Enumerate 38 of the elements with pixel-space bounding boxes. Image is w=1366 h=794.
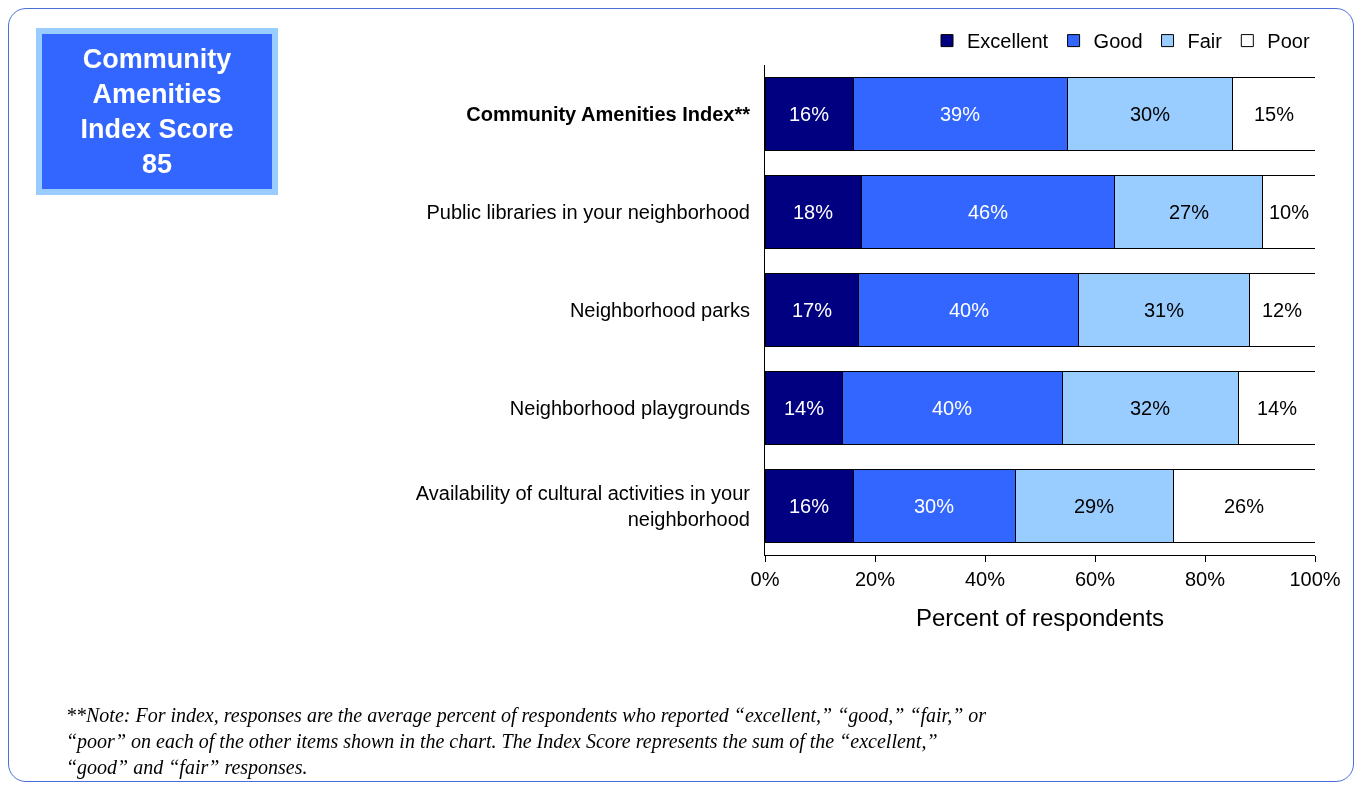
y-tick-label: Neighborhood parks [569, 299, 750, 321]
y-tick-label: Neighborhood playgrounds [509, 397, 750, 419]
legend-label: Fair [1187, 30, 1223, 53]
data-label: 26% [1224, 495, 1265, 517]
data-label: 39% [940, 103, 981, 125]
text: **Note: For index, responses are the average percent of respondents who reported “excellent,” “good,” “fair,” or “poor” on each of the other items shown in the chart. The Index Score represents the sum of the “excellent,” “good” and “fair” responses. [66, 704, 987, 779]
y-tick-label: Community Amenities Index** [466, 103, 751, 125]
data-label: 40% [932, 397, 973, 419]
data-label: 15% [1254, 103, 1295, 125]
data-label: 30% [1130, 103, 1171, 125]
data-label: 14% [784, 397, 825, 419]
x-tick-label: 80% [1184, 568, 1226, 590]
data-label: 10% [1269, 201, 1310, 223]
x-tick-label: 60% [1074, 568, 1116, 590]
legend-label: Poor [1267, 30, 1310, 53]
data-label: 27% [1169, 201, 1210, 223]
data-label: 46% [968, 201, 1009, 223]
data-label: 29% [1074, 495, 1115, 517]
data-label: 12% [1262, 299, 1303, 321]
x-tick-label: 20% [854, 568, 896, 590]
x-axis-title: Percent of respondents [915, 604, 1165, 632]
data-label: 30% [914, 495, 955, 517]
data-label: 14% [1257, 397, 1298, 419]
data-label: 32% [1130, 397, 1171, 419]
legend-label: Excellent [967, 30, 1049, 53]
x-tick-label: 40% [964, 568, 1006, 590]
data-label: 31% [1144, 299, 1185, 321]
x-tick-label: 0% [750, 568, 780, 590]
y-tick-label: Public libraries in your neighborhood [426, 201, 750, 223]
data-label: 16% [789, 495, 830, 517]
x-tick-label: 100% [1289, 568, 1341, 590]
y-tick-label: Availability of cultural activities in your neighborhood [415, 482, 751, 530]
data-label: 18% [793, 201, 834, 223]
text: Community Amenities Index Score 85 [80, 44, 234, 180]
data-label: 40% [949, 299, 990, 321]
data-label: 16% [789, 103, 830, 125]
legend-label: Good [1093, 30, 1143, 53]
data-label: 17% [792, 299, 833, 321]
